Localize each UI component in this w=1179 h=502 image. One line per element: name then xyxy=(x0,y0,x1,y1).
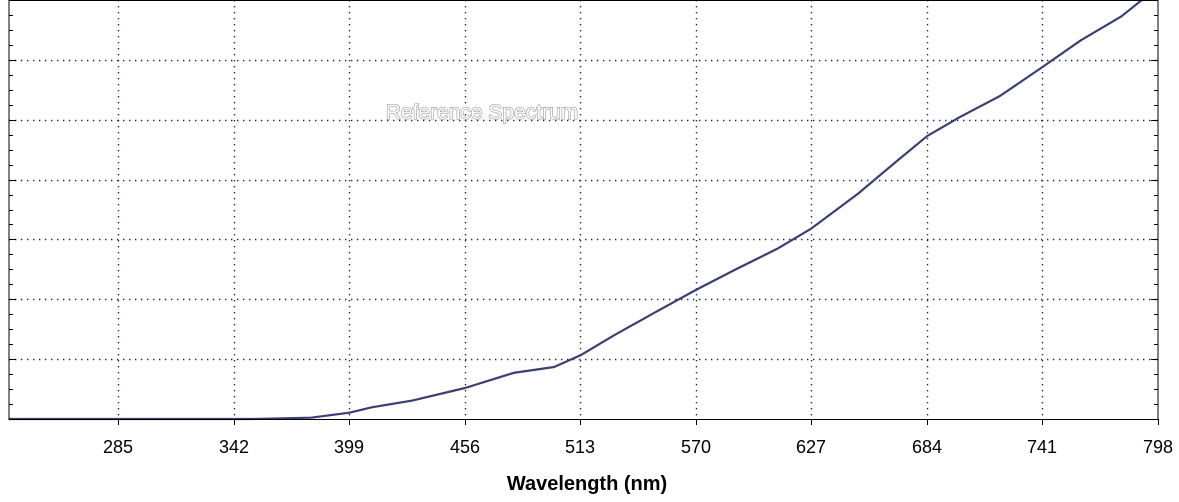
series-point xyxy=(310,417,312,419)
series-point xyxy=(857,193,859,195)
series-layer xyxy=(8,0,1144,421)
x-tick-label: 627 xyxy=(796,437,826,457)
series-point xyxy=(1080,39,1082,41)
tick-marks xyxy=(9,0,1159,425)
x-tick-label: 513 xyxy=(565,437,595,457)
x-tick-label: 684 xyxy=(912,437,942,457)
series-point xyxy=(654,311,657,313)
x-tick-label: 285 xyxy=(103,437,133,457)
series-point xyxy=(513,372,515,374)
x-tick-label: 342 xyxy=(219,437,249,457)
plot-frame xyxy=(8,0,1159,420)
series-point xyxy=(614,334,616,336)
series-point xyxy=(1120,15,1123,17)
series-point xyxy=(579,354,582,356)
x-tick-label: 798 xyxy=(1143,437,1173,457)
series-point xyxy=(898,159,900,161)
x-axis-title: Wavelength (nm) xyxy=(507,473,667,495)
series-point xyxy=(735,268,738,270)
chart-title: Reference Spectrum xyxy=(386,101,579,124)
series-point xyxy=(411,400,413,402)
series-point xyxy=(695,289,697,291)
series-point xyxy=(1041,66,1044,68)
grid-layer xyxy=(9,0,1158,419)
series-point xyxy=(348,412,350,414)
series-point xyxy=(464,387,466,389)
x-tick-label: 741 xyxy=(1027,437,1057,457)
series-line xyxy=(9,0,1144,421)
series-point xyxy=(553,366,555,368)
x-tick-label: 399 xyxy=(334,437,364,457)
series-point xyxy=(926,135,928,137)
x-tick-labels: 285 342 399 456 513 570 627 684 741 798 xyxy=(103,437,1173,457)
x-tick-label: 570 xyxy=(681,437,711,457)
x-tick-label: 456 xyxy=(450,437,480,457)
series-point xyxy=(958,116,961,118)
series-point xyxy=(776,248,778,250)
series-point xyxy=(371,406,373,408)
series-point xyxy=(810,227,813,229)
series-point xyxy=(999,95,1001,97)
